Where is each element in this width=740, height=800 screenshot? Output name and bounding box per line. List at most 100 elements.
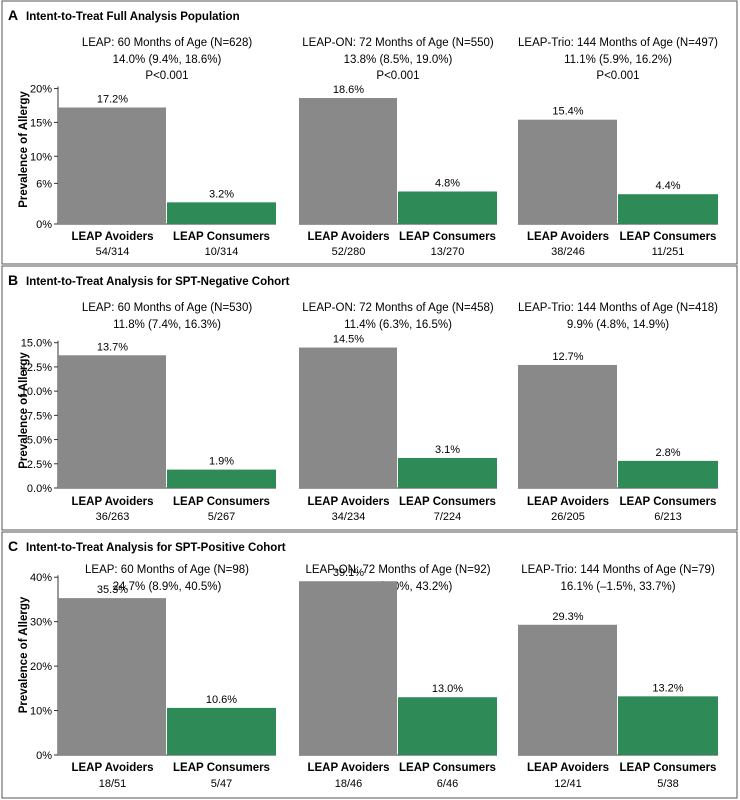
y-tick-label: 10% xyxy=(30,706,52,718)
count-label: 18/46 xyxy=(335,778,363,790)
bar-value-label: 1.9% xyxy=(209,456,234,468)
bar-leap-consumers xyxy=(618,194,718,224)
bar-value-label: 3.1% xyxy=(435,444,460,456)
section-letter: B xyxy=(8,272,18,288)
panel-title: LEAP: 60 Months of Age (N=628) xyxy=(82,37,253,49)
bar-leap-avoiders xyxy=(58,107,166,224)
difference-ci-label: 9.9% (4.8%, 14.9%) xyxy=(567,319,669,331)
x-category-label: LEAP Consumers xyxy=(399,231,496,243)
bar-value-label: 13.7% xyxy=(97,341,128,353)
x-category-label: LEAP Avoiders xyxy=(307,496,389,508)
bar-leap-consumers xyxy=(167,202,276,224)
bar-value-label: 12.7% xyxy=(552,351,583,363)
panel-a-1: LEAP: 60 Months of Age (N=628) 14.0% (9.4… xyxy=(58,37,276,258)
bar-value-label: 14.5% xyxy=(333,334,364,346)
p-value-label: P<0.001 xyxy=(596,70,639,82)
bar-value-label: 39.1% xyxy=(333,567,364,579)
chart-section-b: B Intent-to-Treat Analysis for SPT-Negati… xyxy=(1,265,738,531)
count-label: 5/47 xyxy=(211,778,232,790)
bar-value-label: 17.2% xyxy=(97,94,128,106)
x-category-label: LEAP Consumers xyxy=(173,762,270,774)
y-tick-label: 10% xyxy=(30,151,52,163)
panel-b-1: LEAP: 60 Months of Age (N=530) 11.8% (7.4… xyxy=(58,302,276,523)
y-tick-label: 7.5% xyxy=(27,410,52,422)
count-label: 34/234 xyxy=(332,511,366,523)
x-category-label: LEAP Consumers xyxy=(173,231,270,243)
y-tick-label: 12.5% xyxy=(21,362,52,374)
bar-value-label: 3.2% xyxy=(209,188,234,200)
section-letter: C xyxy=(8,538,18,554)
bar-leap-avoiders xyxy=(518,624,617,755)
chart-section-c: C Intent-to-Treat Analysis for SPT-Positi… xyxy=(1,531,738,799)
bar-leap-avoiders xyxy=(299,347,397,488)
section-frame xyxy=(1,0,738,265)
panel-title: LEAP: 60 Months of Age (N=98) xyxy=(85,564,249,576)
y-tick-label: 5.0% xyxy=(27,435,52,447)
bar-value-label: 2.8% xyxy=(655,447,680,459)
count-label: 38/246 xyxy=(551,246,585,258)
y-axis-label: Prevalence of Allergy xyxy=(18,596,30,713)
count-label: 12/41 xyxy=(554,778,582,790)
x-category-label: LEAP Avoiders xyxy=(71,496,153,508)
difference-ci-label: 14.0% (9.4%, 18.6%) xyxy=(113,54,222,66)
count-label: 5/267 xyxy=(208,511,236,523)
bar-leap-consumers xyxy=(167,469,276,488)
x-category-label: LEAP Avoiders xyxy=(71,231,153,243)
x-category-label: LEAP Avoiders xyxy=(307,231,389,243)
panel-c-2: LEAP-ON: 72 Months of Age (N=92)26.1% (9… xyxy=(299,564,497,790)
x-category-label: LEAP Avoiders xyxy=(527,762,609,774)
bar-leap-avoiders xyxy=(299,581,397,755)
count-label: 52/280 xyxy=(332,246,366,258)
y-tick-label: 15.0% xyxy=(21,338,52,350)
bar-value-label: 13.0% xyxy=(432,683,463,695)
count-label: 10/314 xyxy=(205,246,239,258)
count-label: 36/263 xyxy=(96,511,130,523)
count-label: 54/314 xyxy=(96,246,130,258)
bar-value-label: 29.3% xyxy=(552,611,583,623)
bar-leap-avoiders xyxy=(518,119,617,224)
difference-ci-label: 11.4% (6.3%, 16.5%) xyxy=(344,319,452,331)
count-label: 26/205 xyxy=(551,511,585,523)
x-category-label: LEAP Avoiders xyxy=(307,762,389,774)
bar-leap-consumers xyxy=(618,696,718,755)
panel-title: LEAP: 60 Months of Age (N=530) xyxy=(82,302,253,314)
y-tick-label: 40% xyxy=(30,572,52,584)
y-tick-label: 0% xyxy=(36,750,52,762)
x-category-label: LEAP Consumers xyxy=(173,496,270,508)
y-tick-label: 6% xyxy=(36,178,52,190)
y-tick-label: 20% xyxy=(30,661,52,673)
panel-a-2: LEAP-ON: 72 Months of Age (N=550) 13.8% (… xyxy=(299,37,497,258)
bar-leap-consumers xyxy=(618,460,718,488)
section-title: Intent-to-Treat Full Analysis Population xyxy=(26,11,240,23)
section-frame xyxy=(1,531,738,799)
panel-b-2: LEAP-ON: 72 Months of Age (N=458) 11.4% (… xyxy=(299,302,497,523)
x-category-label: LEAP Consumers xyxy=(399,762,496,774)
bar-leap-consumers xyxy=(398,457,497,488)
bar-value-label: 4.8% xyxy=(435,177,460,189)
section-frame xyxy=(1,265,738,531)
bar-value-label: 13.2% xyxy=(652,682,683,694)
panel-b-3: LEAP-Trio: 144 Months of Age (N=418) 9.9%… xyxy=(518,302,718,523)
difference-ci-label: 24.7% (8.9%, 40.5%) xyxy=(113,581,222,593)
x-category-label: LEAP Consumers xyxy=(620,762,717,774)
count-label: 6/46 xyxy=(437,778,458,790)
difference-ci-label: 11.1% (5.9%, 16.2%) xyxy=(564,54,672,66)
x-category-label: LEAP Avoiders xyxy=(527,496,609,508)
count-label: 11/251 xyxy=(652,246,685,258)
panel-c-3: LEAP-Trio: 144 Months of Age (N=79) 16.1%… xyxy=(518,564,718,790)
y-axis-label: Prevalence of Allergy xyxy=(18,91,30,208)
difference-ci-label: 13.8% (8.5%, 19.0%) xyxy=(344,54,453,66)
bar-leap-avoiders xyxy=(58,598,166,755)
panel-a-3: LEAP-Trio: 144 Months of Age (N=497) 11.1… xyxy=(518,37,718,258)
bar-leap-avoiders xyxy=(299,98,397,224)
y-tick-label: 30% xyxy=(30,617,52,629)
difference-ci-label: 11.8% (7.4%, 16.3%) xyxy=(113,319,221,331)
bar-value-label: 10.6% xyxy=(206,694,237,706)
bar-leap-avoiders xyxy=(518,364,617,488)
x-category-label: LEAP Avoiders xyxy=(527,231,609,243)
y-axis-label: Prevalence of Allergy xyxy=(18,352,30,469)
p-value-label: P<0.001 xyxy=(145,70,188,82)
difference-ci-label: 16.1% (–1.5%, 33.7%) xyxy=(560,581,675,593)
y-tick-label: 10.0% xyxy=(21,386,52,398)
